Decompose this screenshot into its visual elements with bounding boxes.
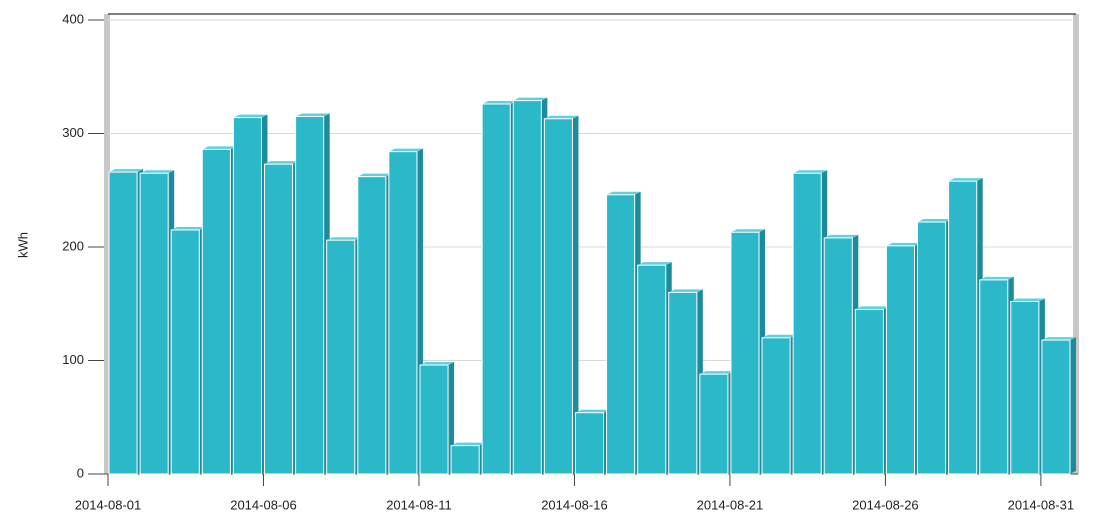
bar-top — [855, 306, 890, 310]
bar — [854, 308, 884, 475]
x-tick-label: 2014-08-21 — [697, 497, 764, 512]
bar — [326, 239, 356, 475]
bar-top — [357, 173, 392, 177]
bar-top — [171, 226, 206, 230]
bar-top — [730, 229, 766, 233]
bar — [1041, 339, 1071, 475]
bar — [699, 373, 729, 475]
bar-top — [699, 371, 734, 375]
bar-top — [575, 409, 610, 413]
x-tick-label: 2014-08-11 — [386, 497, 452, 512]
bar-top — [419, 362, 455, 366]
bar-top — [637, 262, 672, 266]
bar-top — [979, 276, 1014, 280]
bar — [668, 291, 698, 475]
x-tick-label: 2014-08-01 — [75, 497, 142, 512]
y-tick-label: 100 — [62, 352, 84, 367]
bar-top — [762, 334, 797, 338]
y-tick-label: 200 — [62, 238, 84, 253]
bar — [979, 279, 1009, 475]
bar — [108, 171, 138, 475]
bar — [1010, 300, 1040, 475]
bar — [885, 245, 916, 475]
bar-top — [948, 178, 983, 182]
x-tick-label: 2014-08-31 — [1008, 497, 1075, 512]
bar — [606, 194, 636, 475]
bar — [170, 229, 200, 475]
bar — [543, 118, 573, 475]
bar — [481, 103, 511, 475]
bar-top — [1041, 337, 1076, 341]
bar-top — [326, 237, 361, 241]
bar-side — [1070, 337, 1076, 474]
bar-top — [1010, 298, 1045, 302]
bar-top — [886, 242, 921, 246]
bar — [637, 264, 667, 475]
bar-top — [824, 234, 859, 238]
bar — [823, 237, 853, 475]
bar-top — [544, 115, 579, 119]
bar-top — [513, 97, 548, 101]
bar-top — [451, 442, 486, 446]
bar — [450, 445, 480, 475]
bar-top — [140, 170, 175, 174]
bar — [388, 151, 418, 475]
bar-top — [917, 219, 952, 223]
bar — [201, 148, 231, 475]
bar-top — [606, 191, 641, 195]
bar — [761, 337, 791, 475]
y-axis-label: kWh — [15, 232, 30, 258]
bar-top — [295, 113, 330, 117]
plot-edge — [1073, 14, 1079, 474]
bar-top — [264, 161, 299, 165]
bar — [232, 117, 262, 475]
bar — [295, 115, 325, 475]
y-tick-label: 300 — [62, 125, 84, 140]
x-tick-label: 2014-08-26 — [852, 497, 919, 512]
bar — [139, 172, 169, 475]
bar-top — [668, 289, 703, 293]
bar — [263, 163, 294, 475]
bar-top — [793, 170, 828, 174]
bar — [357, 176, 387, 475]
bar — [917, 221, 947, 475]
bar-top — [482, 100, 517, 104]
x-tick-label: 2014-08-06 — [230, 497, 297, 512]
bar — [512, 100, 542, 475]
bar — [730, 231, 760, 475]
plot-edge — [104, 14, 110, 474]
y-tick-label: 0 — [77, 465, 84, 480]
y-tick-label: 400 — [62, 11, 84, 26]
bar-top — [109, 169, 144, 173]
bar — [574, 412, 605, 475]
bar-top — [233, 114, 268, 118]
x-tick-label: 2014-08-16 — [541, 497, 608, 512]
bar-side — [572, 115, 579, 475]
bar — [948, 180, 978, 475]
bar-top — [388, 148, 423, 152]
bar — [792, 172, 822, 475]
bar-top — [202, 146, 237, 150]
bar — [419, 364, 449, 475]
